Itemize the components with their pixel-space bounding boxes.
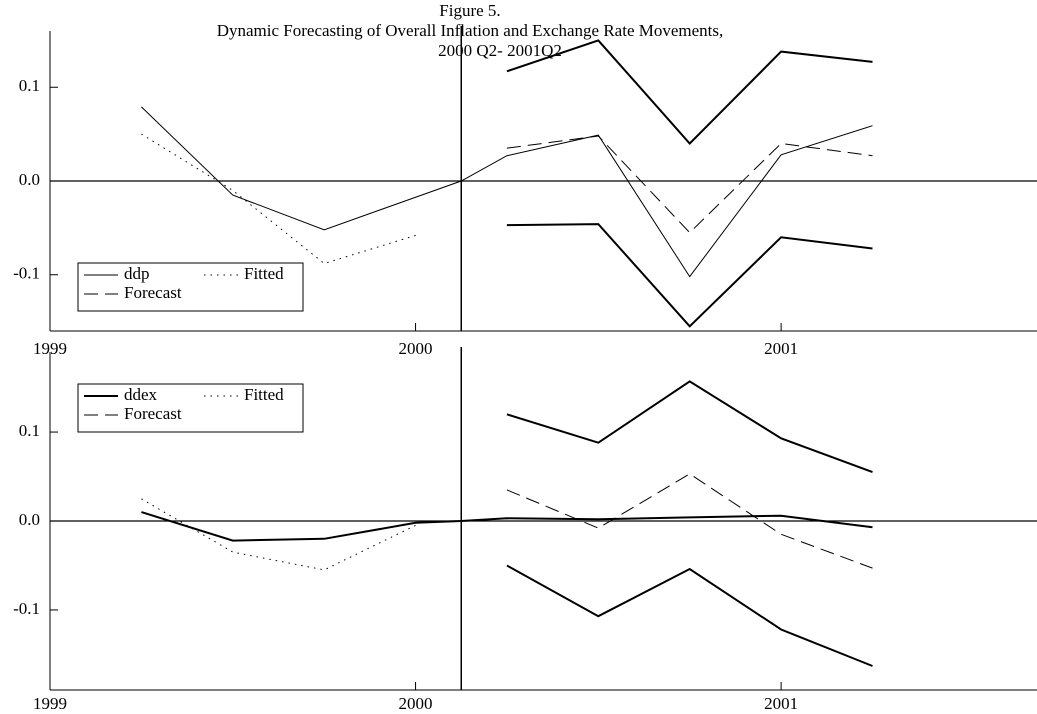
legend-label: Fitted: [244, 385, 284, 404]
legend-box: [77, 262, 304, 312]
x-tick-label: 2001: [764, 694, 798, 713]
y-tick-label: 0.1: [19, 421, 40, 440]
legend-label: Forecast: [124, 283, 182, 302]
chart-title: Dynamic Forecasting of Overall Inflation…: [217, 21, 724, 40]
series-line: [506, 39, 873, 145]
series-line: [141, 511, 873, 542]
y-tick-label: 0.0: [19, 170, 40, 189]
x-tick-label: 1999: [33, 694, 67, 713]
x-tick-label: 1999: [33, 339, 67, 358]
series-line: [506, 135, 873, 234]
legend-label: Forecast: [124, 404, 182, 423]
legend-label: ddp: [124, 264, 150, 283]
legend-label: ddex: [124, 385, 158, 404]
x-tick-label: 2000: [399, 694, 433, 713]
series-line: [506, 473, 873, 569]
chart-title: Figure 5.: [439, 1, 500, 20]
series-line: [141, 133, 416, 265]
chart-subtitle: 2000 Q2- 2001Q2: [438, 41, 562, 60]
series-line: [141, 498, 416, 571]
legend-box: [77, 383, 304, 433]
y-tick-label: -0.1: [13, 599, 40, 618]
x-tick-label: 2000: [399, 339, 433, 358]
y-tick-label: -0.1: [13, 264, 40, 283]
series-line: [506, 223, 873, 328]
legend-label: Fitted: [244, 264, 284, 283]
series-line: [506, 564, 873, 667]
series-line: [141, 106, 873, 278]
x-tick-label: 2001: [764, 339, 798, 358]
series-line: [506, 380, 873, 474]
y-tick-label: 0.1: [19, 76, 40, 95]
y-tick-label: 0.0: [19, 510, 40, 529]
